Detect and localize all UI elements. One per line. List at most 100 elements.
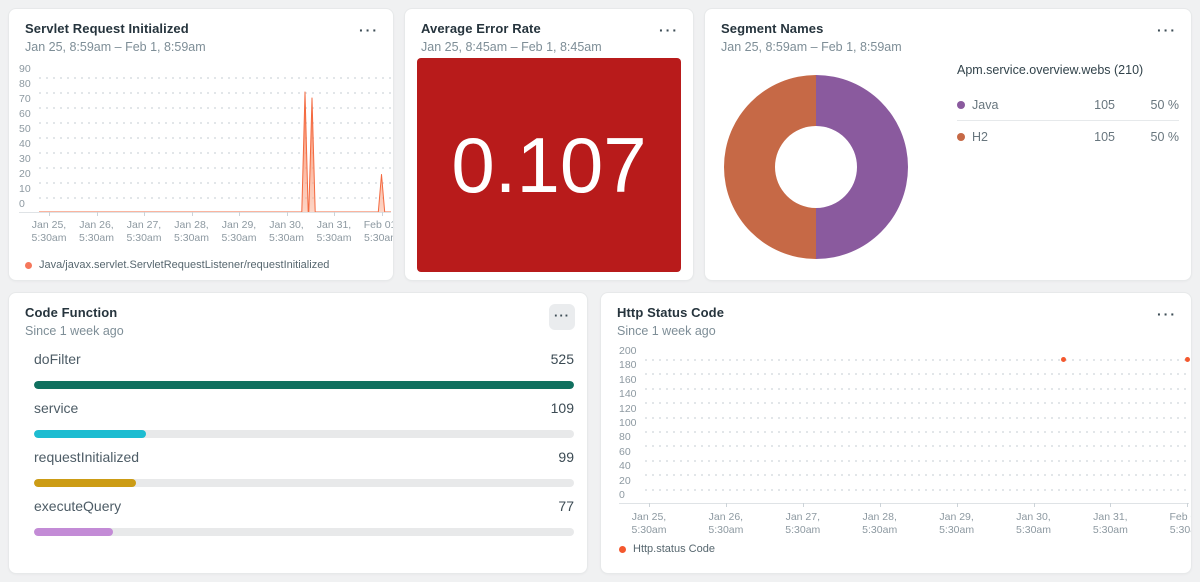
widget-time-range: Since 1 week ago: [25, 324, 124, 338]
bar-list-item[interactable]: executeQuery 77: [34, 498, 574, 536]
y-axis-tick-label: 90: [19, 63, 31, 75]
series-label: Http.status Code: [633, 543, 715, 555]
overflow-menu-icon[interactable]: ···: [1157, 22, 1177, 38]
gridline: [39, 107, 391, 109]
panel-code-function: Code Function Since 1 week ago ··· doFil…: [8, 292, 588, 574]
widget-title: Segment Names: [721, 21, 824, 36]
y-axis-tick-label: 0: [619, 489, 625, 501]
series-color-dot: [25, 261, 32, 269]
area-series-path: [39, 91, 391, 212]
bar-label-row: doFilter 525: [34, 351, 574, 371]
overflow-menu-icon[interactable]: ···: [1157, 306, 1177, 322]
gridline: [645, 402, 1189, 405]
x-axis-tick-label: Jan 31, 5:30am: [316, 219, 352, 244]
widget-title: Code Function: [25, 305, 118, 320]
x-axis-tick-mark: [144, 212, 145, 216]
series-color-dot: [957, 100, 965, 109]
bar-label: executeQuery: [34, 498, 122, 514]
bar-list-item[interactable]: doFilter 525: [34, 351, 574, 389]
servlet-area-chart[interactable]: 90 80 70 60 50 40 30 20 10 0 Jan 25, 5:30am Jan 26,…: [9, 9, 393, 280]
segment-legend-header: Apm.service.overview.webs (210): [957, 63, 1144, 77]
gridline: [645, 373, 1189, 376]
bar-fill: [34, 381, 574, 389]
chart-legend-item[interactable]: Http.status Code: [619, 543, 715, 555]
gridline: [39, 77, 391, 79]
series-color-dot: [619, 545, 626, 553]
x-axis-tick-mark: [649, 503, 650, 507]
bar-list-item[interactable]: requestInitialized 99: [34, 449, 574, 487]
bar-fill: [34, 479, 137, 487]
widget-title: Http Status Code: [617, 305, 725, 320]
bar-value: 77: [558, 498, 574, 514]
y-axis-tick-label: 100: [619, 417, 637, 429]
area-series-svg[interactable]: [39, 77, 391, 212]
x-axis-tick-label: Jan 27, 5:30am: [126, 219, 162, 244]
chart-legend-item[interactable]: Java/javax.servlet.ServletRequestListene…: [25, 259, 329, 271]
x-axis-tick-label: Feb 01, 5:30am: [1169, 511, 1191, 536]
widget-time-range: Jan 25, 8:59am – Feb 1, 8:59am: [25, 40, 206, 54]
bar-label: service: [34, 400, 79, 416]
segment-value: 105: [1094, 97, 1115, 112]
bar-track: [34, 479, 574, 487]
scatter-point[interactable]: [1061, 357, 1066, 363]
gridline: [645, 387, 1189, 390]
overflow-menu-icon[interactable]: ···: [549, 304, 575, 330]
bar-label: doFilter: [34, 351, 81, 367]
x-axis-tick-label: Feb 01, 5:30am: [363, 219, 393, 244]
segment-label: Java: [972, 97, 999, 112]
x-axis-tick-label: Jan 30, 5:30am: [268, 219, 305, 244]
bar-label-row: requestInitialized 99: [34, 449, 574, 469]
x-axis-tick-mark: [1110, 503, 1112, 507]
segment-donut-chart[interactable]: [705, 9, 1191, 280]
gridline: [39, 92, 391, 94]
series-color-dot: [957, 132, 965, 141]
x-axis-tick-label: Jan 28, 5:30am: [862, 511, 898, 536]
y-axis-tick-label: 200: [619, 345, 637, 357]
overflow-menu-icon[interactable]: ···: [659, 22, 679, 38]
y-axis-tick-label: 180: [619, 359, 637, 372]
segment-legend-row[interactable]: H2 105 50 %: [957, 121, 1179, 152]
x-axis-tick-label: Jan 26, 5:30am: [78, 219, 115, 244]
y-axis-tick-label: 10: [19, 183, 31, 195]
bar-value: 99: [558, 449, 574, 465]
x-axis-tick-mark: [191, 212, 193, 216]
scatter-point[interactable]: [1184, 357, 1190, 363]
overflow-menu-icon[interactable]: ···: [359, 22, 379, 38]
x-axis-tick-mark: [49, 212, 50, 216]
gridline: [645, 474, 1189, 477]
gridline: [645, 359, 1189, 361]
gridline: [645, 488, 1189, 491]
gridline: [645, 445, 1189, 448]
y-axis-tick-label: 40: [619, 460, 631, 473]
x-axis-tick-mark: [1033, 503, 1035, 507]
http-scatter-chart[interactable]: 200 180 160 140 120 100 80 60 40 20 0 Jan 25, 5:30a…: [601, 293, 1191, 573]
x-axis-tick-label: Jan 29, 5:30am: [221, 219, 257, 244]
x-axis-line: [19, 212, 391, 213]
bar-label-row: executeQuery 77: [34, 498, 574, 518]
x-axis-tick-mark: [725, 503, 727, 507]
gridline: [645, 459, 1189, 462]
donut-chart-svg[interactable]: [722, 73, 910, 261]
panel-segment-names: Segment Names Jan 25, 8:59am – Feb 1, 8:…: [704, 8, 1192, 281]
segment-legend-table: Java 105 50 % H2 105 50 %: [957, 89, 1179, 152]
widget-header: Code Function Since 1 week ago: [25, 305, 124, 338]
x-axis-tick-mark: [334, 212, 335, 216]
bar-label-row: service 109: [34, 400, 574, 420]
bar-list-item[interactable]: service 109: [34, 400, 574, 438]
y-axis-tick-label: 20: [19, 168, 31, 180]
donut-slice-java[interactable]: [816, 75, 908, 259]
segment-legend-row[interactable]: Java 105 50 %: [957, 89, 1179, 121]
segment-value: 105: [1094, 129, 1115, 144]
donut-slice-h2[interactable]: [724, 75, 816, 259]
gridline: [39, 167, 391, 169]
x-axis-tick-label: Jan 28, 5:30am: [173, 219, 210, 244]
x-axis-tick-label: Jan 25, 5:30am: [31, 219, 67, 244]
error-rate-billboard: 0.107: [417, 58, 681, 272]
y-axis-tick-label: 40: [19, 138, 31, 150]
widget-time-range: Since 1 week ago: [617, 324, 716, 338]
gridline: [39, 182, 391, 184]
code-function-bar-list: doFilter 525 service 109 requestInitialized 9…: [34, 351, 574, 547]
gridline: [39, 197, 391, 199]
x-axis-tick-label: Jan 31, 5:30am: [1092, 511, 1128, 536]
